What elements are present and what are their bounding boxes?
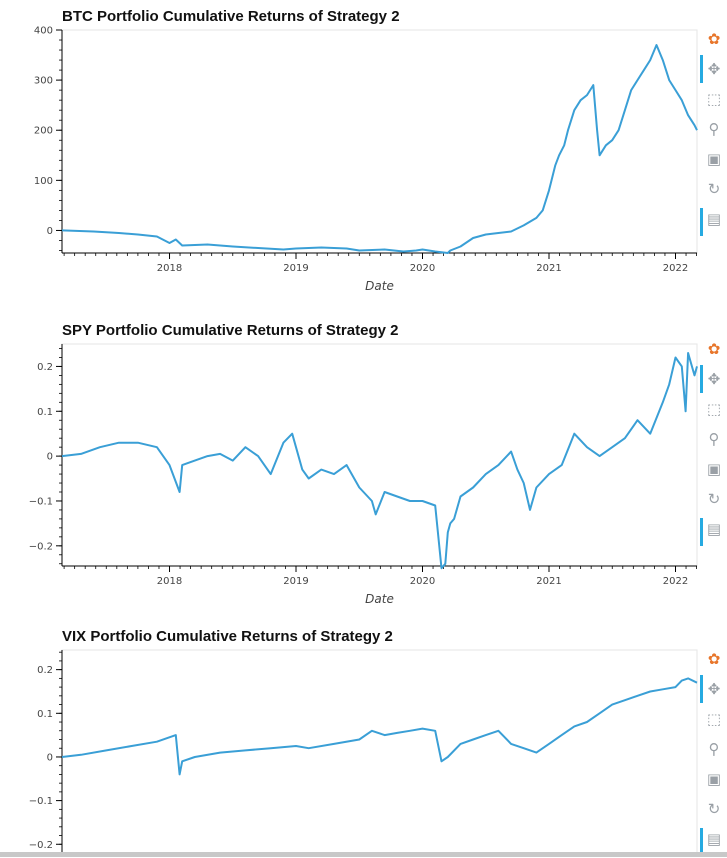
vix-toolbar: ✿ ✥ ⬚ ⚲ ▣ ↻ ▤ <box>700 648 727 858</box>
x-tick-label: 2018 <box>157 263 182 274</box>
pan-icon[interactable]: ✥ <box>707 370 721 388</box>
btc-toolbar: ✿ ✥ ⬚ ⚲ ▣ ↻ ▤ <box>700 28 727 268</box>
chart-title: VIX Portfolio Cumulative Returns of Stra… <box>62 628 393 645</box>
spy-chart: SPY Portfolio Cumulative Returns of Stra… <box>29 322 698 606</box>
vix-chart-panel: VIX Portfolio Cumulative Returns of Stra… <box>0 620 727 857</box>
y-tick-label: −0.1 <box>29 796 53 807</box>
y-tick-label: 0 <box>47 226 53 237</box>
x-tick-label: 2021 <box>536 263 561 274</box>
y-tick-label: 0.2 <box>37 362 53 373</box>
hover-icon[interactable]: ▤ <box>706 830 722 848</box>
bokeh-logo-icon[interactable]: ✿ <box>707 340 721 358</box>
x-tick-label: 2019 <box>283 576 308 587</box>
y-tick-label: 400 <box>34 26 53 37</box>
horizontal-scrollbar[interactable] <box>0 852 727 857</box>
hover-icon[interactable]: ▤ <box>706 520 722 538</box>
toolbar-active-indicator <box>700 55 703 83</box>
x-tick-label: 2022 <box>663 263 688 274</box>
box-zoom-icon[interactable]: ⬚ <box>706 710 722 728</box>
chart-title: SPY Portfolio Cumulative Returns of Stra… <box>62 322 398 339</box>
hover-icon[interactable]: ▤ <box>706 210 722 228</box>
y-tick-label: −0.2 <box>29 541 53 552</box>
spy-chart-panel: SPY Portfolio Cumulative Returns of Stra… <box>0 310 727 620</box>
plot-frame <box>61 649 698 854</box>
btc-chart-panel: BTC Portfolio Cumulative Returns of Stra… <box>0 0 727 310</box>
bokeh-logo-icon[interactable]: ✿ <box>707 650 721 668</box>
y-tick-label: −0.2 <box>29 840 53 851</box>
pan-icon[interactable]: ✥ <box>707 680 721 698</box>
y-tick-label: 0 <box>47 752 53 763</box>
y-tick-label: 300 <box>34 76 53 87</box>
series-line <box>61 677 698 776</box>
reset-icon[interactable]: ↻ <box>707 180 721 198</box>
toolbar-active-indicator <box>700 208 703 236</box>
series-line <box>61 352 698 570</box>
wheel-zoom-icon[interactable]: ⚲ <box>708 430 720 448</box>
save-icon[interactable]: ▣ <box>706 770 722 788</box>
reset-icon[interactable]: ↻ <box>707 490 721 508</box>
y-tick-label: 100 <box>34 176 53 187</box>
wheel-zoom-icon[interactable]: ⚲ <box>708 120 720 138</box>
y-tick-label: 200 <box>34 126 53 137</box>
save-icon[interactable]: ▣ <box>706 150 722 168</box>
reset-icon[interactable]: ↻ <box>707 800 721 818</box>
x-tick-label: 2018 <box>157 576 182 587</box>
spy-toolbar: ✿ ✥ ⬚ ⚲ ▣ ↻ ▤ <box>700 338 727 578</box>
wheel-zoom-icon[interactable]: ⚲ <box>708 740 720 758</box>
x-tick-label: 2021 <box>536 576 561 587</box>
toolbar-active-indicator <box>700 518 703 546</box>
btc-chart: BTC Portfolio Cumulative Returns of Stra… <box>34 8 698 293</box>
y-tick-label: 0.2 <box>37 665 53 676</box>
x-tick-label: 2019 <box>283 263 308 274</box>
x-tick-label: 2020 <box>410 263 435 274</box>
y-tick-label: 0.1 <box>37 407 53 418</box>
toolbar-active-indicator <box>700 675 703 703</box>
x-tick-label: 2022 <box>663 576 688 587</box>
vix-chart: VIX Portfolio Cumulative Returns of Stra… <box>29 628 698 854</box>
x-axis-label: Date <box>365 592 394 606</box>
x-axis-label: Date <box>365 279 394 293</box>
toolbar-active-indicator <box>700 365 703 393</box>
y-tick-label: −0.1 <box>29 496 53 507</box>
pan-icon[interactable]: ✥ <box>707 60 721 78</box>
box-zoom-icon[interactable]: ⬚ <box>706 400 722 418</box>
plot-frame <box>61 29 698 254</box>
y-tick-label: 0 <box>47 452 53 463</box>
series-line <box>61 44 698 254</box>
y-tick-label: 0.1 <box>37 709 53 720</box>
x-tick-label: 2020 <box>410 576 435 587</box>
box-zoom-icon[interactable]: ⬚ <box>706 90 722 108</box>
bokeh-logo-icon[interactable]: ✿ <box>707 30 721 48</box>
chart-title: BTC Portfolio Cumulative Returns of Stra… <box>62 8 400 25</box>
toolbar-active-indicator <box>700 828 703 856</box>
save-icon[interactable]: ▣ <box>706 460 722 478</box>
